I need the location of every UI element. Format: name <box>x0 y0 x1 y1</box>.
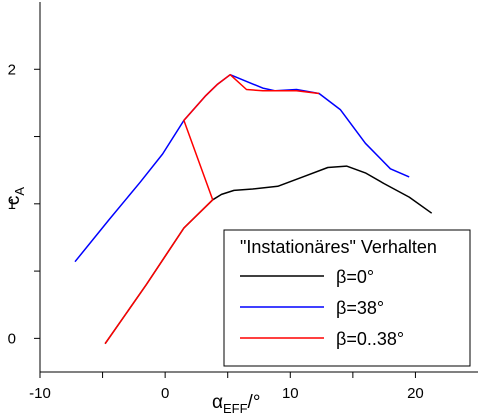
y-axis-label: cA <box>3 187 27 206</box>
series-layer <box>74 73 433 345</box>
y-axis-label-main: c <box>3 196 24 206</box>
x-axis-label-sub: EFF <box>223 401 248 416</box>
x-tick-label: 10 <box>282 385 299 402</box>
legend-entries: β=0° β=38° β=0..38° <box>240 267 404 349</box>
legend-label: β=38° <box>336 298 384 318</box>
x-axis-label-unit: /° <box>248 392 261 413</box>
svg-text:cA: cA <box>3 187 27 206</box>
y-axis-label-sub: A <box>12 187 27 196</box>
legend-label: β=0° <box>336 267 374 287</box>
x-axis-label-main: α <box>212 392 223 413</box>
legend-label: β=0..38° <box>336 329 404 349</box>
x-tick-label: 0 <box>161 385 169 402</box>
x-tick-label: -10 <box>29 385 51 402</box>
x-axis-label: αEFF/° <box>212 392 260 416</box>
legend-box <box>223 229 471 367</box>
series-line--0-38- <box>104 73 320 345</box>
svg-text:αEFF/°: αEFF/° <box>212 392 260 416</box>
y-tick-label: 2 <box>8 61 16 78</box>
series-line--38- <box>74 73 410 263</box>
legend-title: "Instationäres" Verhalten <box>240 237 437 257</box>
axis-ticks: -10 0 10 20 0 1 2 <box>8 61 424 402</box>
y-tick-label: 1 <box>8 196 16 213</box>
x-tick-label: 20 <box>407 385 424 402</box>
legend: "Instationäres" Verhalten β=0° β=38° β=0..… <box>223 229 471 367</box>
y-tick-label: 0 <box>8 330 16 347</box>
plot-frame <box>39 2 478 373</box>
